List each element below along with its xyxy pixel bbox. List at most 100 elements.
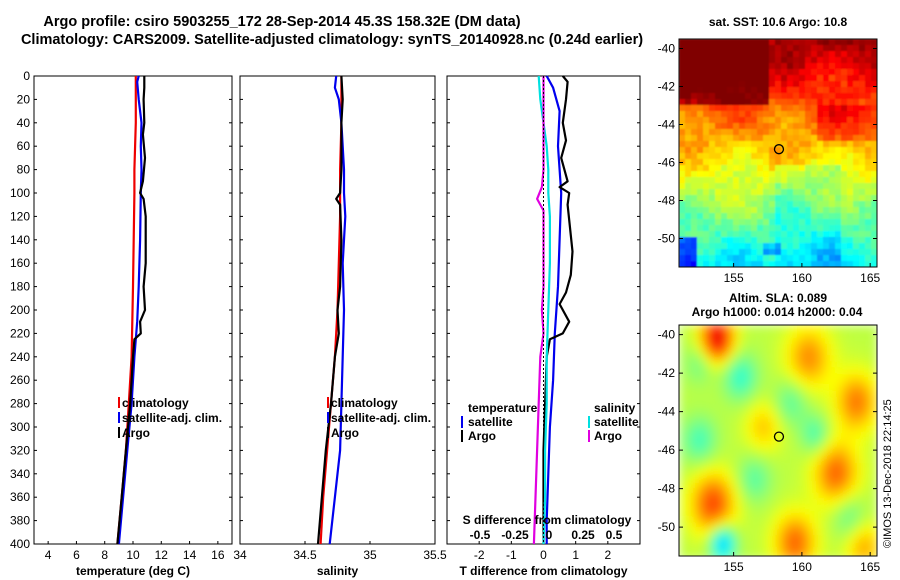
heatmap-cell bbox=[751, 553, 758, 556]
heatmap-cell bbox=[751, 225, 758, 232]
heatmap-cell bbox=[847, 93, 854, 100]
heatmap-cell bbox=[811, 421, 818, 428]
heatmap-cell bbox=[751, 349, 758, 356]
heatmap-cell bbox=[781, 475, 788, 482]
heatmap-cell bbox=[757, 255, 764, 262]
heatmap-cell bbox=[793, 457, 800, 464]
heatmap-cell bbox=[739, 463, 746, 470]
heatmap-cell bbox=[835, 385, 842, 392]
heatmap-cell bbox=[727, 183, 734, 190]
heatmap-cell bbox=[865, 409, 872, 416]
heatmap-cell bbox=[823, 237, 830, 244]
heatmap-cell bbox=[685, 499, 692, 506]
heatmap-cell bbox=[817, 325, 824, 332]
heatmap-cell bbox=[721, 475, 728, 482]
heatmap-cell bbox=[805, 87, 812, 94]
heatmap-cell bbox=[853, 433, 860, 440]
heatmap-cell bbox=[775, 237, 782, 244]
heatmap-cell bbox=[745, 183, 752, 190]
heatmap-cell bbox=[775, 487, 782, 494]
heatmap-cell bbox=[841, 469, 848, 476]
heatmap-cell bbox=[853, 129, 860, 136]
heatmap-cell bbox=[859, 105, 866, 112]
heatmap-cell bbox=[775, 171, 782, 178]
heatmap-cell bbox=[745, 255, 752, 262]
heatmap-cell bbox=[817, 147, 824, 154]
heatmap-cell bbox=[841, 325, 848, 332]
heatmap-cell bbox=[751, 457, 758, 464]
heatmap-cell bbox=[865, 493, 872, 500]
heatmap-cell bbox=[691, 427, 698, 434]
heatmap-cell bbox=[709, 385, 716, 392]
heatmap-cell bbox=[799, 93, 806, 100]
heatmap-cell bbox=[763, 57, 770, 64]
heatmap-cell bbox=[853, 165, 860, 172]
heatmap-cell bbox=[727, 433, 734, 440]
heatmap-cell bbox=[781, 427, 788, 434]
heatmap-cell bbox=[799, 541, 806, 548]
heatmap-cell bbox=[847, 439, 854, 446]
heatmap-cell bbox=[799, 171, 806, 178]
heatmap-cell bbox=[751, 469, 758, 476]
heatmap-cell bbox=[853, 225, 860, 232]
heatmap-cell bbox=[691, 39, 698, 46]
heatmap-cell bbox=[751, 165, 758, 172]
heatmap-cell bbox=[727, 249, 734, 256]
heatmap-cell bbox=[859, 243, 866, 250]
heatmap-cell bbox=[697, 219, 704, 226]
series-line-salinity-argo bbox=[532, 76, 545, 545]
heatmap-cell bbox=[715, 123, 722, 130]
heatmap-cell bbox=[715, 511, 722, 518]
heatmap-cell bbox=[775, 213, 782, 220]
heatmap-cell bbox=[709, 391, 716, 398]
heatmap-cell bbox=[679, 343, 686, 350]
heatmap-cell bbox=[823, 141, 830, 148]
heatmap-cell bbox=[787, 445, 794, 452]
heatmap-cell bbox=[871, 183, 877, 190]
heatmap-cell bbox=[739, 487, 746, 494]
heatmap-cell bbox=[757, 463, 764, 470]
lat-tick-label: -50 bbox=[658, 232, 676, 246]
heatmap-cell bbox=[709, 499, 716, 506]
heatmap-cell bbox=[757, 403, 764, 410]
heatmap-cell bbox=[817, 397, 824, 404]
heatmap-cell bbox=[853, 189, 860, 196]
y-tick-label: 300 bbox=[10, 420, 30, 434]
heatmap-cell bbox=[745, 505, 752, 512]
heatmap-cell bbox=[811, 207, 818, 214]
heatmap-cell bbox=[715, 517, 722, 524]
heatmap-cell bbox=[685, 523, 692, 530]
heatmap-cell bbox=[781, 225, 788, 232]
heatmap-cell bbox=[817, 403, 824, 410]
heatmap-cell bbox=[697, 547, 704, 554]
heatmap-cell bbox=[775, 159, 782, 166]
heatmap-cell bbox=[781, 547, 788, 554]
heatmap-cell bbox=[823, 457, 830, 464]
heatmap-cell bbox=[847, 249, 854, 256]
heatmap-cell bbox=[727, 39, 734, 46]
heatmap-cell bbox=[775, 457, 782, 464]
heatmap-cell bbox=[811, 361, 818, 368]
heatmap-cell bbox=[763, 331, 770, 338]
heatmap-cell bbox=[697, 445, 704, 452]
heatmap-cell bbox=[769, 463, 776, 470]
heatmap-cell bbox=[799, 547, 806, 554]
heatmap-cell bbox=[685, 445, 692, 452]
heatmap-cell bbox=[835, 141, 842, 148]
heatmap-cell bbox=[739, 331, 746, 338]
heatmap-cell bbox=[697, 373, 704, 380]
heatmap-cell bbox=[787, 391, 794, 398]
heatmap-cell bbox=[757, 385, 764, 392]
heatmap-cell bbox=[757, 141, 764, 148]
heatmap-cell bbox=[787, 361, 794, 368]
heatmap-cell bbox=[835, 499, 842, 506]
heatmap-cell bbox=[739, 379, 746, 386]
heatmap-cell bbox=[835, 457, 842, 464]
heatmap-cell bbox=[811, 553, 818, 556]
heatmap-cell bbox=[769, 541, 776, 548]
heatmap-cell bbox=[709, 373, 716, 380]
heatmap-cell bbox=[757, 183, 764, 190]
heatmap-cell bbox=[697, 129, 704, 136]
heatmap-cell bbox=[871, 261, 877, 267]
heatmap-cell bbox=[787, 177, 794, 184]
